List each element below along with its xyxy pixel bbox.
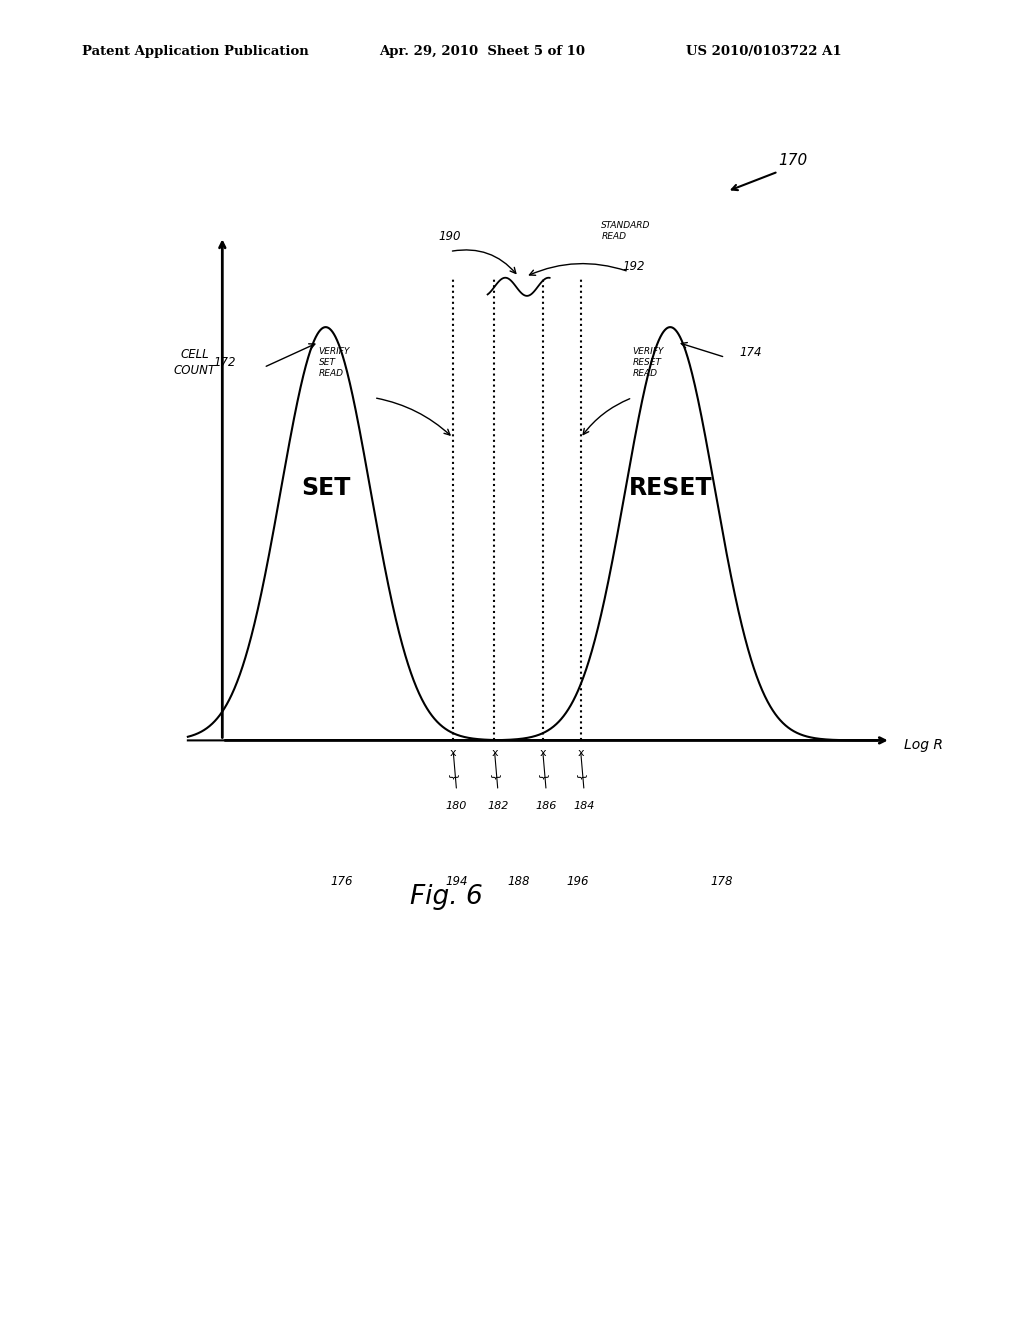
Text: 174: 174 xyxy=(739,346,762,359)
Text: x: x xyxy=(540,748,546,758)
Text: {: { xyxy=(449,772,458,779)
Text: 188: 188 xyxy=(507,875,529,888)
Text: 178: 178 xyxy=(711,875,733,888)
Text: Fig. 6: Fig. 6 xyxy=(410,884,482,911)
Text: x: x xyxy=(450,748,457,758)
Text: 182: 182 xyxy=(487,801,509,810)
Text: x: x xyxy=(492,748,498,758)
Text: Apr. 29, 2010  Sheet 5 of 10: Apr. 29, 2010 Sheet 5 of 10 xyxy=(379,45,585,58)
Text: STANDARD
READ: STANDARD READ xyxy=(601,222,650,242)
Text: 184: 184 xyxy=(573,801,595,810)
Text: x: x xyxy=(578,748,584,758)
Text: 172: 172 xyxy=(214,356,237,368)
Text: 190: 190 xyxy=(438,230,461,243)
Text: {: { xyxy=(538,772,548,779)
Text: {: { xyxy=(489,772,500,779)
Text: 196: 196 xyxy=(566,875,589,888)
Text: RESET: RESET xyxy=(629,477,712,500)
Text: SET: SET xyxy=(301,477,350,500)
Text: 192: 192 xyxy=(622,260,644,273)
Text: CELL
COUNT: CELL COUNT xyxy=(174,348,216,378)
Text: 194: 194 xyxy=(445,875,468,888)
Text: VERIFY
RESET
READ: VERIFY RESET READ xyxy=(632,347,664,378)
Text: Patent Application Publication: Patent Application Publication xyxy=(82,45,308,58)
Text: Log R: Log R xyxy=(904,738,943,752)
Text: VERIFY
SET
READ: VERIFY SET READ xyxy=(318,347,350,378)
Text: US 2010/0103722 A1: US 2010/0103722 A1 xyxy=(686,45,842,58)
Text: 180: 180 xyxy=(445,801,467,810)
Text: 170: 170 xyxy=(778,153,808,168)
Text: {: { xyxy=(575,772,586,779)
Text: 176: 176 xyxy=(330,875,352,888)
Text: 186: 186 xyxy=(536,801,557,810)
